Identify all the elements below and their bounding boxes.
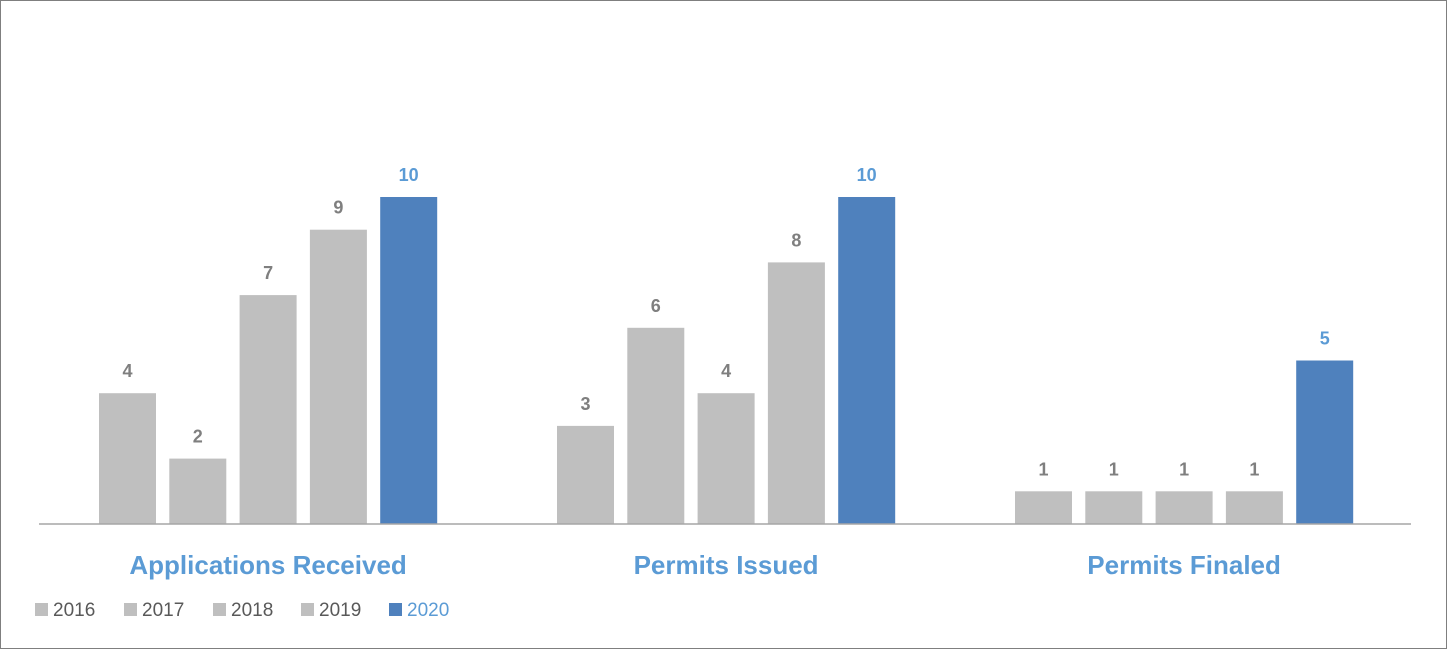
bar-2018-0	[239, 295, 297, 524]
legend-label-2019: 2019	[319, 600, 361, 621]
data-label-2018-0: 7	[263, 263, 273, 283]
legend-item-2017: 2017	[124, 600, 184, 621]
bar-2016-1	[557, 425, 614, 524]
data-label-2017-1: 6	[651, 296, 661, 316]
bar-2019-0	[309, 229, 367, 524]
data-label-2019-2: 1	[1249, 459, 1259, 479]
bar-2017-0	[169, 458, 227, 524]
legend-item-2016: 2016	[35, 600, 95, 621]
data-label-2018-1: 4	[721, 361, 731, 381]
legend-label-2017: 2017	[142, 600, 184, 621]
data-label-2018-2: 1	[1179, 459, 1189, 479]
data-label-2019-1: 8	[791, 230, 801, 250]
bar-2016-2	[1015, 491, 1072, 524]
legend-label-2016: 2016	[53, 600, 95, 621]
category-label-1: Permits Issued	[634, 550, 819, 580]
bar-2020-0	[380, 197, 438, 524]
bar-2017-1	[627, 327, 685, 524]
legend-swatch-2017	[124, 603, 137, 616]
bar-2018-1	[697, 393, 755, 524]
data-label-2016-2: 1	[1038, 459, 1048, 479]
legend-label-2020: 2020	[407, 600, 449, 621]
bar-2020-2	[1296, 360, 1354, 524]
legend-label-2018: 2018	[231, 600, 273, 621]
legend-item-2019: 2019	[301, 600, 361, 621]
bar-2018-2	[1155, 491, 1213, 524]
legend-swatch-2016	[35, 603, 48, 616]
data-label-2017-2: 1	[1109, 459, 1119, 479]
bar-2017-2	[1085, 491, 1143, 524]
legend-swatch-2019	[301, 603, 314, 616]
bar-2016-0	[99, 393, 156, 524]
bar-2019-2	[1225, 491, 1283, 524]
legend-swatch-2018	[213, 603, 226, 616]
data-label-2016-1: 3	[580, 394, 590, 414]
data-label-2020-2: 5	[1320, 329, 1330, 349]
legend-item-2020: 2020	[389, 600, 449, 621]
data-label-2019-0: 9	[333, 198, 343, 218]
legend-item-2018: 2018	[213, 600, 273, 621]
category-label-0: Applications Received	[129, 550, 406, 580]
data-label-2016-0: 4	[122, 361, 132, 381]
bar-2020-1	[838, 197, 896, 524]
data-label-2017-0: 2	[193, 427, 203, 447]
bar-2019-1	[767, 262, 825, 524]
legend-swatch-2020	[389, 603, 402, 616]
data-label-2020-0: 10	[399, 165, 419, 185]
data-label-2020-1: 10	[857, 165, 877, 185]
category-label-2: Permits Finaled	[1087, 550, 1281, 580]
